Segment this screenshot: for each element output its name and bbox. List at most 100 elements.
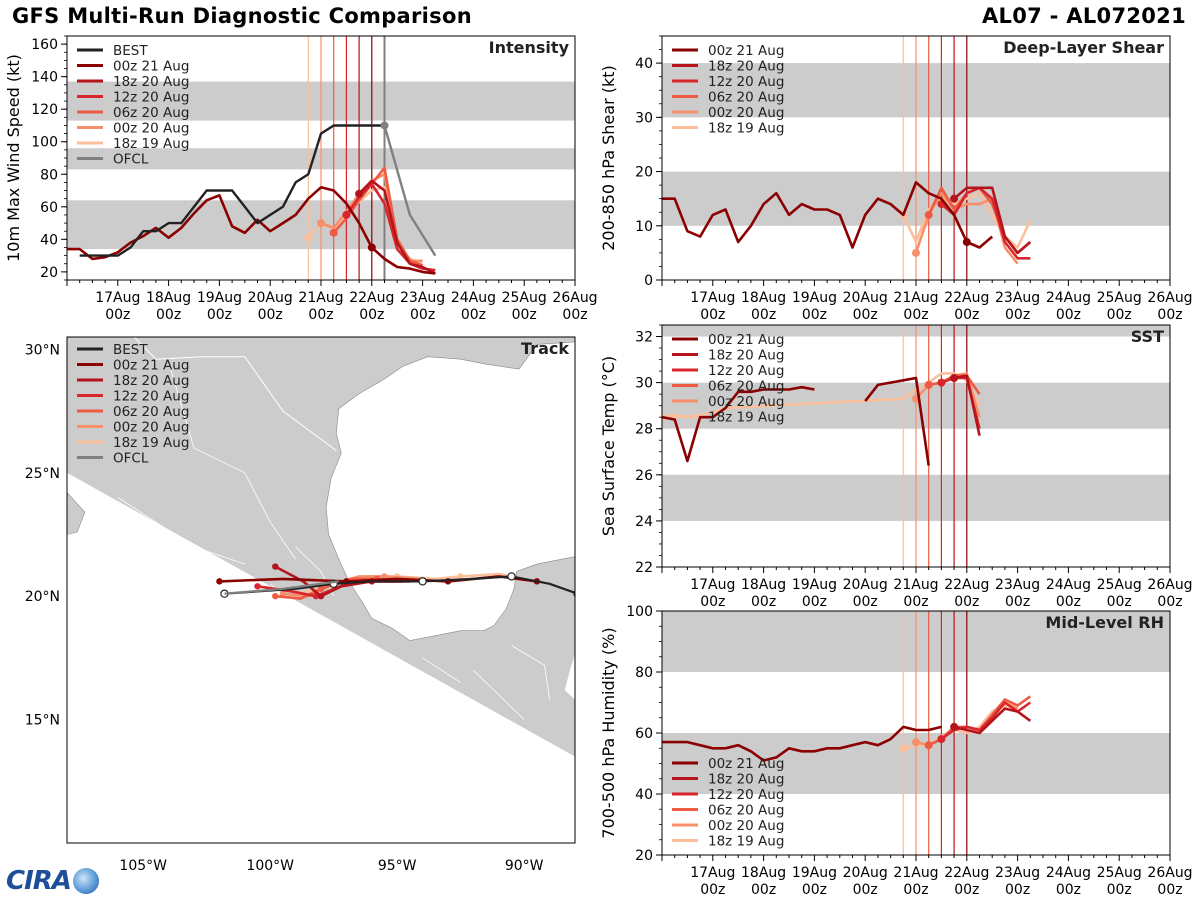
storm-id: AL07 - AL072021: [982, 4, 1186, 28]
x-tick-label: 25Aug: [502, 290, 547, 306]
init-point: [912, 248, 920, 257]
legend-label: 00z 21 Aug: [708, 756, 784, 772]
legend-label: 18z 20 Aug: [708, 59, 784, 75]
series-line: [953, 707, 1032, 735]
x-tick-hour: 00z: [1005, 594, 1030, 610]
x-tick-hour: 00z: [700, 594, 725, 610]
init-point: [899, 744, 908, 753]
y-tick-label: 100: [31, 135, 58, 151]
y-tick-label: 80: [40, 167, 58, 183]
caribbean-water: [564, 556, 575, 700]
x-tick-label: 25Aug: [1097, 865, 1142, 881]
legend-label: 12z 20 Aug: [113, 90, 189, 106]
x-tick-label: 26Aug: [1147, 290, 1192, 306]
y-tick-label: 10: [635, 219, 653, 235]
best-track-line: [224, 575, 575, 595]
init-point: [317, 219, 325, 228]
track-point: [216, 578, 223, 585]
legend-label: 18z 20 Aug: [708, 772, 784, 788]
y-tick-label: 160: [31, 37, 58, 53]
florida-panhandle: [575, 337, 613, 342]
x-tick-hour: 00z: [802, 882, 827, 898]
x-tick-label: 22Aug: [944, 577, 989, 593]
series-line: [953, 374, 981, 436]
y-tick-label: 40: [635, 787, 653, 803]
plot-area: [662, 611, 1170, 855]
legend-label: 00z 21 Aug: [113, 59, 189, 75]
series-line: [940, 186, 1031, 260]
legend-label: 06z 20 Aug: [708, 90, 784, 106]
track-point: [317, 585, 325, 592]
legend-label: 18z 20 Aug: [708, 348, 784, 364]
plot-area: [67, 36, 575, 280]
x-tick-hour: 00z: [1056, 882, 1081, 898]
legend-label: OFCL: [113, 152, 149, 168]
x-tick-label: 21Aug: [893, 577, 938, 593]
x-tick-hour: 00z: [802, 307, 827, 323]
x-tick-label: 19Aug: [792, 865, 837, 881]
x-tick-label: 22Aug: [944, 290, 989, 306]
x-tick-hour: 00z: [751, 594, 776, 610]
legend-label: 18z 19 Aug: [113, 136, 189, 152]
legend-label: 00z 20 Aug: [113, 121, 189, 137]
x-tick-label: 20Aug: [843, 577, 888, 593]
panel-shear: 01020304017Aug00z18Aug00z19Aug00z20Aug00…: [599, 35, 1193, 323]
panel-title: Deep-Layer Shear: [1003, 38, 1164, 57]
x-tick-hour: 00z: [903, 307, 928, 323]
y-tick-label: 100: [626, 604, 653, 620]
y-tick-label: 60: [40, 200, 58, 216]
init-point: [355, 189, 364, 198]
x-tick-label: 18Aug: [741, 577, 786, 593]
lon-tick-label: 105°W: [119, 858, 167, 874]
x-tick-hour: 00z: [1005, 307, 1030, 323]
legend-label: 00z 21 Aug: [113, 358, 189, 374]
y-axis-label: 10m Max Wind Speed (kt): [4, 54, 23, 262]
panel-track: 105°W 100°W 95°W 90°W 30°N 25°N 20°N 15°N Track B…: [25, 336, 613, 874]
track-point: [272, 563, 279, 570]
init-point: [950, 374, 959, 383]
state-boundary: [193, 595, 271, 632]
ofcl-line: [383, 125, 437, 257]
y-tick-label: 20: [635, 848, 653, 864]
init-point: [304, 233, 313, 242]
x-tick-label: 23Aug: [995, 577, 1040, 593]
x-tick-label: 26Aug: [1147, 865, 1192, 881]
y-tick-label: 40: [635, 56, 653, 72]
legend-label: 18z 19 Aug: [708, 410, 784, 426]
x-tick-label: 20Aug: [843, 290, 888, 306]
legend-label: 00z 20 Aug: [708, 818, 784, 834]
legend-label: 06z 20 Aug: [113, 404, 189, 420]
x-tick-hour: 00z: [751, 882, 776, 898]
x-tick-hour: 00z: [1056, 594, 1081, 610]
best-track-point: [507, 572, 516, 581]
x-tick-label: 22Aug: [944, 865, 989, 881]
lon-tick-label: 100°W: [246, 858, 294, 874]
init-point: [937, 735, 946, 744]
y-tick-label: 20: [635, 165, 653, 181]
y-axis-label: 200-850 hPa Shear (kt): [599, 65, 618, 251]
x-tick-label: 21Aug: [298, 290, 343, 306]
legend-label: 00z 20 Aug: [708, 105, 784, 121]
legend-label: 12z 20 Aug: [113, 389, 189, 405]
series-line: [662, 181, 994, 249]
legend-label: 12z 20 Aug: [708, 74, 784, 90]
legend-label: 06z 20 Aug: [113, 105, 189, 121]
x-tick-hour: 00z: [700, 307, 725, 323]
x-tick-label: 24Aug: [1046, 865, 1091, 881]
legend-label: BEST: [113, 43, 148, 59]
best-track-point: [418, 577, 427, 586]
series-line: [953, 186, 1032, 255]
lon-tick-label: 90°W: [505, 858, 544, 874]
x-tick-hour: 00z: [853, 594, 878, 610]
legend-label: 00z 20 Aug: [708, 394, 784, 410]
x-tick-label: 18Aug: [741, 865, 786, 881]
ofcl-track-line: [224, 580, 339, 595]
globe-icon: [72, 868, 99, 894]
map-area: [67, 337, 613, 843]
y-tick-label: 120: [31, 102, 58, 118]
init-point: [912, 738, 920, 747]
